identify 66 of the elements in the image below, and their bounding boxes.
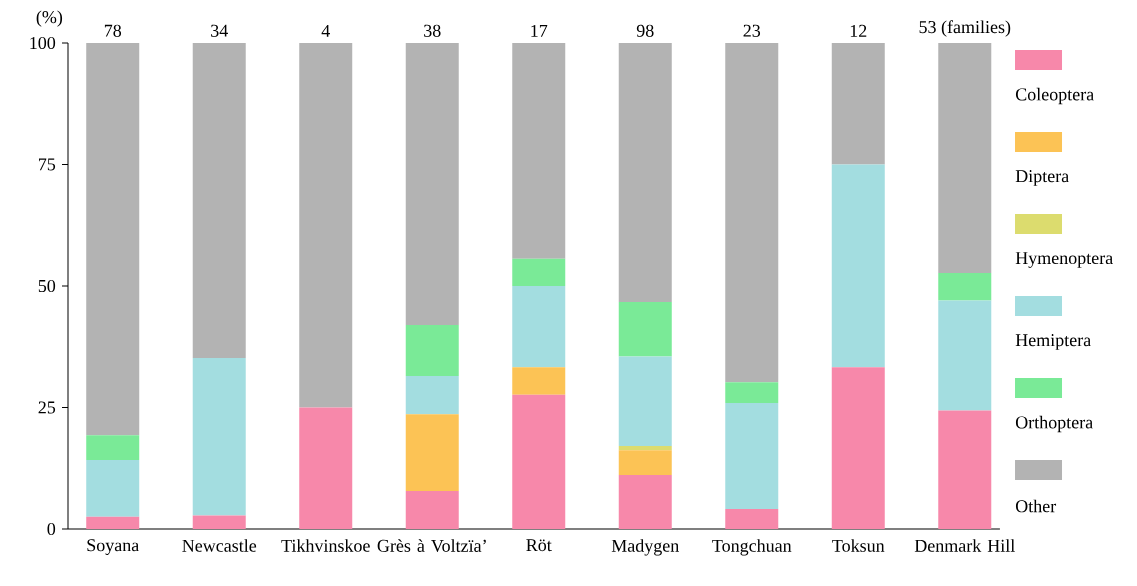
- x-tick-label: Denmark Hill: [914, 539, 1015, 552]
- bar: [512, 258, 566, 286]
- text: 53 (families): [919, 20, 1011, 37]
- bar: [618, 302, 672, 357]
- bar: [831, 164, 885, 368]
- legend-label: Other: [1015, 499, 1057, 513]
- text: 17: [531, 24, 548, 37]
- bar: [725, 382, 779, 404]
- bar: [725, 403, 779, 510]
- y-tick-label: 75: [38, 158, 56, 171]
- y-tick-label: 25: [38, 401, 56, 414]
- bar: [725, 42, 779, 383]
- bar: [512, 42, 566, 259]
- x-tick-label: Grès à Voltzïa’: [377, 539, 486, 552]
- bar: [405, 42, 459, 325]
- bar: [405, 324, 459, 376]
- bar: [831, 42, 885, 165]
- legend-label: Coleoptera: [1015, 87, 1094, 105]
- bar: [299, 407, 353, 529]
- bar: [618, 450, 672, 476]
- text: 98: [636, 24, 654, 37]
- bar: [192, 42, 246, 358]
- bar: [938, 410, 992, 529]
- y-axis-title: (%): [36, 10, 63, 27]
- text: 12: [850, 24, 867, 37]
- bar: [512, 394, 566, 529]
- bar: [405, 491, 459, 529]
- text: 78: [104, 24, 122, 37]
- text: 34: [211, 24, 228, 37]
- bar: [831, 367, 885, 529]
- legend-label: Diptera: [1015, 170, 1069, 186]
- x-tick-label: Newcastle: [182, 539, 257, 552]
- text: 23: [743, 24, 761, 37]
- bar: [938, 272, 992, 301]
- bar: [86, 435, 140, 460]
- bar: [299, 42, 353, 408]
- bar: [618, 356, 672, 446]
- x-tick-label: Soyana: [87, 539, 139, 556]
- bar: [618, 475, 672, 529]
- bar: [512, 285, 566, 368]
- bar: [86, 516, 140, 529]
- legend-label: Hemiptera: [1015, 334, 1091, 350]
- x-tick-label: Toksun: [832, 539, 885, 552]
- y-tick-label: 100: [30, 36, 56, 50]
- bar: [938, 42, 992, 273]
- x-tick-label: Tikhvinskoe: [281, 539, 370, 552]
- bar: [725, 509, 779, 529]
- bar: [86, 459, 140, 517]
- bar: [192, 515, 246, 529]
- text: 38: [424, 24, 441, 37]
- x-tick-label: Madygen: [611, 539, 679, 556]
- bar: [405, 375, 459, 415]
- x-tick-label: Tongchuan: [712, 539, 792, 556]
- x-tick-label: Röt: [526, 539, 552, 552]
- bar: [192, 357, 246, 516]
- legend-label: Hymenoptera: [1015, 252, 1113, 268]
- legend-label: Orthoptera: [1015, 415, 1093, 433]
- bar: [86, 42, 140, 436]
- bar: [618, 42, 672, 303]
- bar: [618, 445, 672, 451]
- bar: [405, 414, 459, 492]
- bar: [938, 300, 992, 411]
- text: 4: [321, 24, 330, 37]
- y-tick-label: 0: [47, 522, 56, 536]
- y-tick-label: 50: [38, 279, 56, 293]
- bar: [512, 367, 566, 395]
